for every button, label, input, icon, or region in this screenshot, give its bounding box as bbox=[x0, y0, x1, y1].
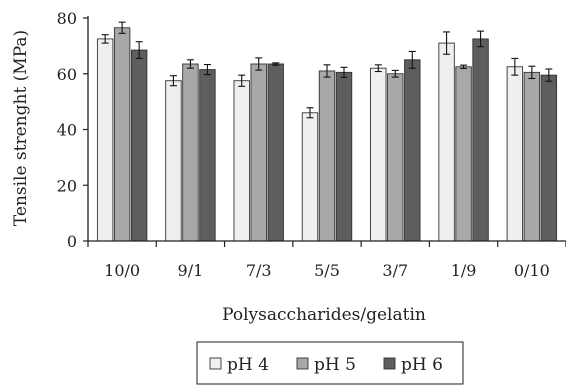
legend-frame bbox=[196, 341, 464, 385]
bar-group bbox=[96, 34, 114, 242]
legend-swatch bbox=[383, 357, 396, 370]
legend-swatch bbox=[296, 357, 309, 370]
bar-group bbox=[404, 50, 421, 242]
bar bbox=[523, 71, 541, 242]
x-tick-label: 3/7 bbox=[382, 261, 408, 280]
bar bbox=[318, 70, 336, 242]
bar-group bbox=[540, 68, 558, 242]
bar-group bbox=[523, 65, 541, 242]
bar-group bbox=[455, 64, 472, 242]
bar bbox=[199, 69, 216, 242]
x-tick-label: 1/9 bbox=[451, 261, 477, 280]
bar bbox=[250, 63, 267, 242]
bar bbox=[387, 73, 404, 242]
bar-group bbox=[335, 66, 353, 242]
bar-group bbox=[472, 30, 489, 242]
bar-group bbox=[233, 74, 250, 242]
y-axis-title: Tensile strenght (MPa) bbox=[11, 30, 31, 226]
x-axis-title: Polysaccharides/gelatin bbox=[222, 305, 426, 325]
bar-group bbox=[182, 59, 199, 242]
legend-label: pH 4 bbox=[227, 355, 269, 375]
bar bbox=[96, 38, 114, 242]
bars bbox=[96, 21, 558, 242]
bar bbox=[472, 38, 489, 242]
legend-label: pH 5 bbox=[314, 355, 356, 375]
bar bbox=[438, 42, 455, 242]
legend-label: pH 6 bbox=[401, 355, 443, 375]
x-tick-label: 9/1 bbox=[178, 261, 204, 280]
bar bbox=[113, 27, 131, 242]
y-tick-label: 60 bbox=[57, 65, 77, 84]
bar-group bbox=[267, 62, 284, 242]
x-tick-label: 5/5 bbox=[314, 261, 340, 280]
bar-group bbox=[318, 64, 336, 242]
x-tick-label: 7/3 bbox=[246, 261, 272, 280]
y-axis-ticks: 0 20 40 60 80 bbox=[57, 9, 88, 251]
bar-group bbox=[130, 41, 148, 242]
bar bbox=[267, 63, 284, 242]
x-tick-label: 10/0 bbox=[104, 261, 140, 280]
bar-group bbox=[506, 57, 524, 242]
bar bbox=[455, 66, 472, 242]
legend-item: pH 6 bbox=[383, 355, 443, 375]
bar-group bbox=[250, 57, 267, 242]
bar bbox=[130, 49, 148, 242]
legend: pH 4 pH 5 pH 6 bbox=[196, 341, 464, 385]
y-tick-label: 40 bbox=[57, 121, 77, 140]
y-tick-label: 0 bbox=[67, 232, 77, 251]
bar bbox=[233, 80, 250, 242]
bar bbox=[506, 66, 524, 242]
y-tick-label: 80 bbox=[57, 9, 77, 28]
legend-item: pH 4 bbox=[209, 355, 269, 375]
legend-swatch bbox=[209, 357, 222, 370]
bar-group bbox=[387, 69, 404, 242]
bar bbox=[182, 63, 199, 242]
bar bbox=[404, 59, 421, 242]
bar-group bbox=[165, 75, 182, 242]
axes bbox=[87, 16, 566, 242]
bar-group bbox=[199, 64, 216, 242]
bar-group bbox=[113, 21, 131, 242]
bar bbox=[301, 112, 319, 242]
bar bbox=[335, 71, 353, 242]
x-tick-label: 0/10 bbox=[514, 261, 550, 280]
bar-group bbox=[301, 107, 319, 242]
x-axis-ticks: 10/0 9/1 7/3 5/5 3/7 1/9 0/10 bbox=[87, 241, 566, 280]
bar bbox=[540, 74, 558, 242]
bar-group bbox=[370, 64, 387, 242]
bar-group bbox=[438, 31, 455, 242]
y-tick-label: 20 bbox=[57, 176, 77, 195]
legend-item: pH 5 bbox=[296, 355, 356, 375]
bar bbox=[370, 67, 387, 242]
bar bbox=[165, 80, 182, 242]
